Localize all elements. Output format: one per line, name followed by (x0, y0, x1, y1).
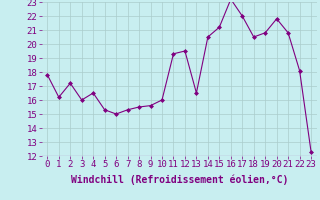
X-axis label: Windchill (Refroidissement éolien,°C): Windchill (Refroidissement éolien,°C) (70, 175, 288, 185)
